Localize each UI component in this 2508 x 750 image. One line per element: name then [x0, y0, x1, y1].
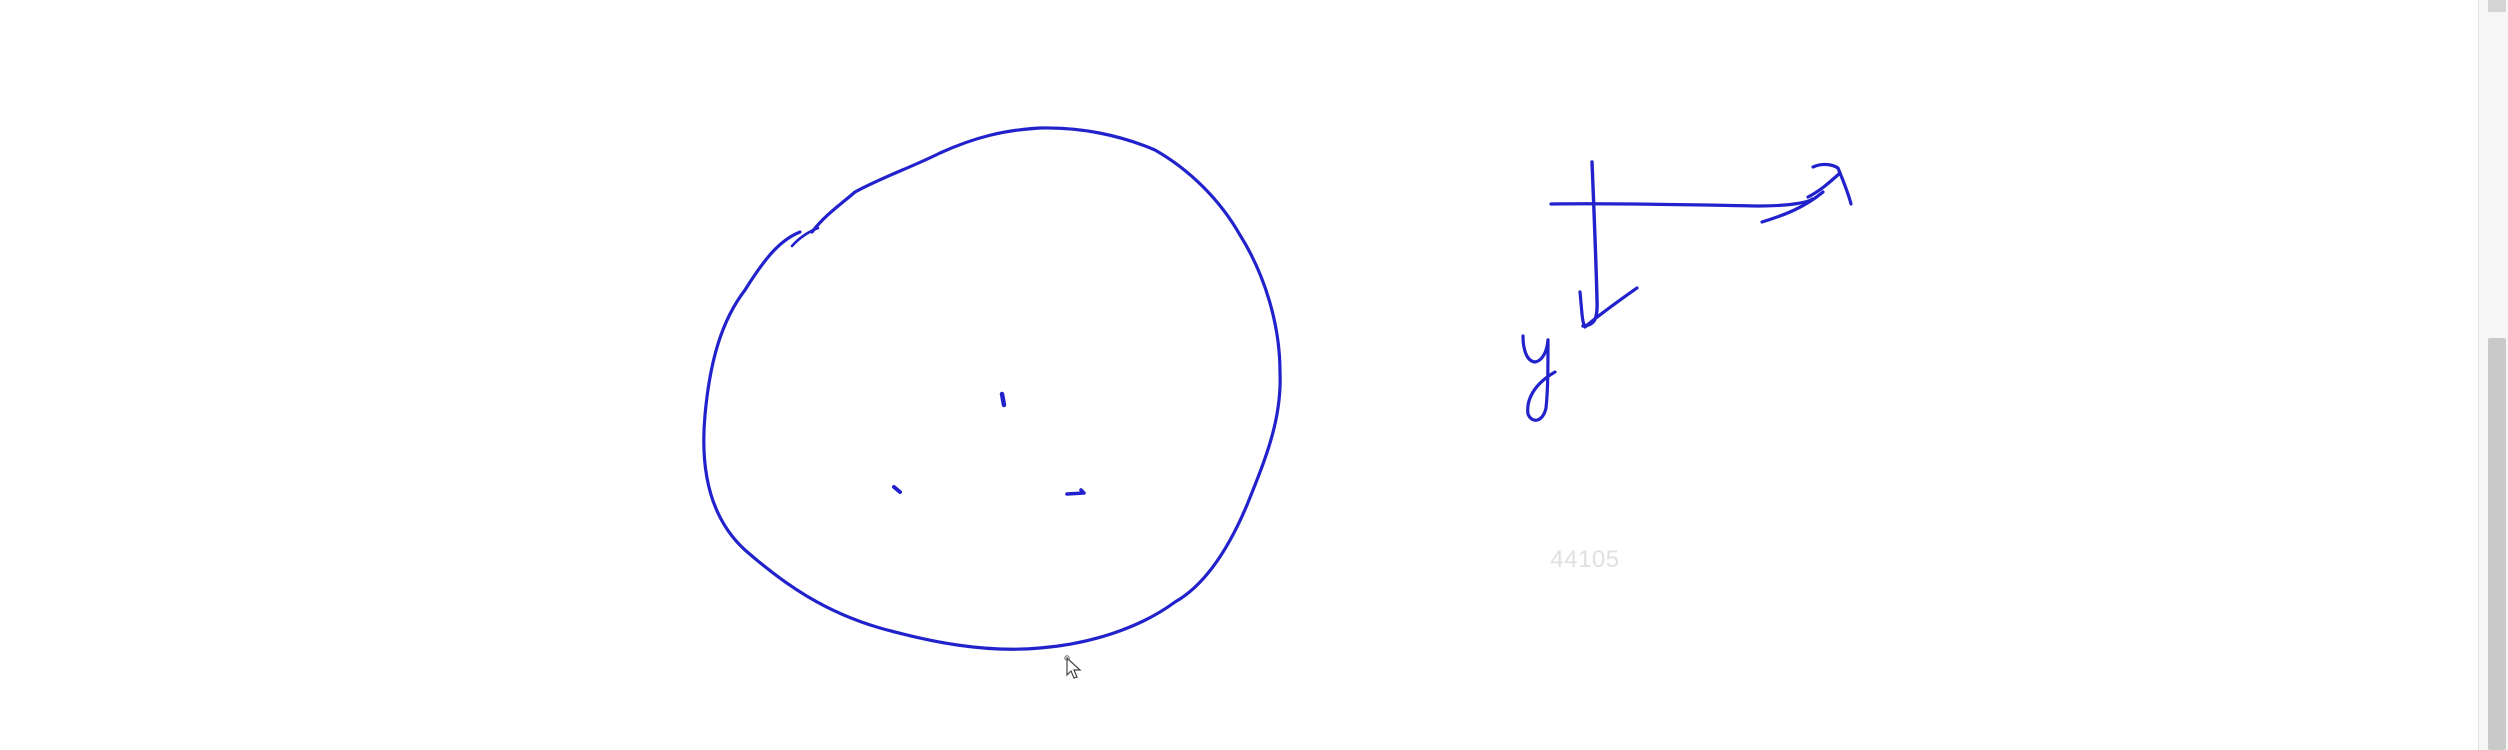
y-axis-label-glyph — [1521, 334, 1557, 422]
hand-drawn-circle — [702, 126, 1282, 651]
x-axis-label: x — [1818, 164, 1852, 204]
y-axis-arrowhead — [1578, 286, 1639, 329]
y-axis-label: y — [1522, 334, 1556, 414]
page-number: 44105 — [1550, 546, 1620, 573]
y-axis-line — [1581, 160, 1599, 328]
dot-right — [1065, 488, 1086, 496]
x-axis-arrowhead — [1760, 190, 1825, 224]
x-axis-line — [1549, 197, 1814, 208]
x-axis-label-glyph — [1806, 162, 1853, 206]
dot-top — [999, 391, 1007, 408]
scrollbar-top-cap — [2488, 0, 2506, 12]
vertical-scrollbar[interactable] — [2478, 0, 2508, 750]
dot-left — [892, 485, 902, 494]
scrollbar-thumb[interactable] — [2488, 338, 2506, 750]
pen-cursor-icon — [1064, 655, 1082, 679]
circle-overlap-flick — [790, 226, 820, 248]
